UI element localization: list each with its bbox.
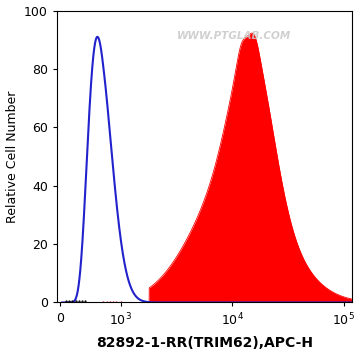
Text: WWW.PTGLAB.COM: WWW.PTGLAB.COM bbox=[177, 31, 291, 41]
Y-axis label: Relative Cell Number: Relative Cell Number bbox=[5, 90, 18, 223]
X-axis label: 82892-1-RR(TRIM62),APC-H: 82892-1-RR(TRIM62),APC-H bbox=[96, 336, 313, 350]
